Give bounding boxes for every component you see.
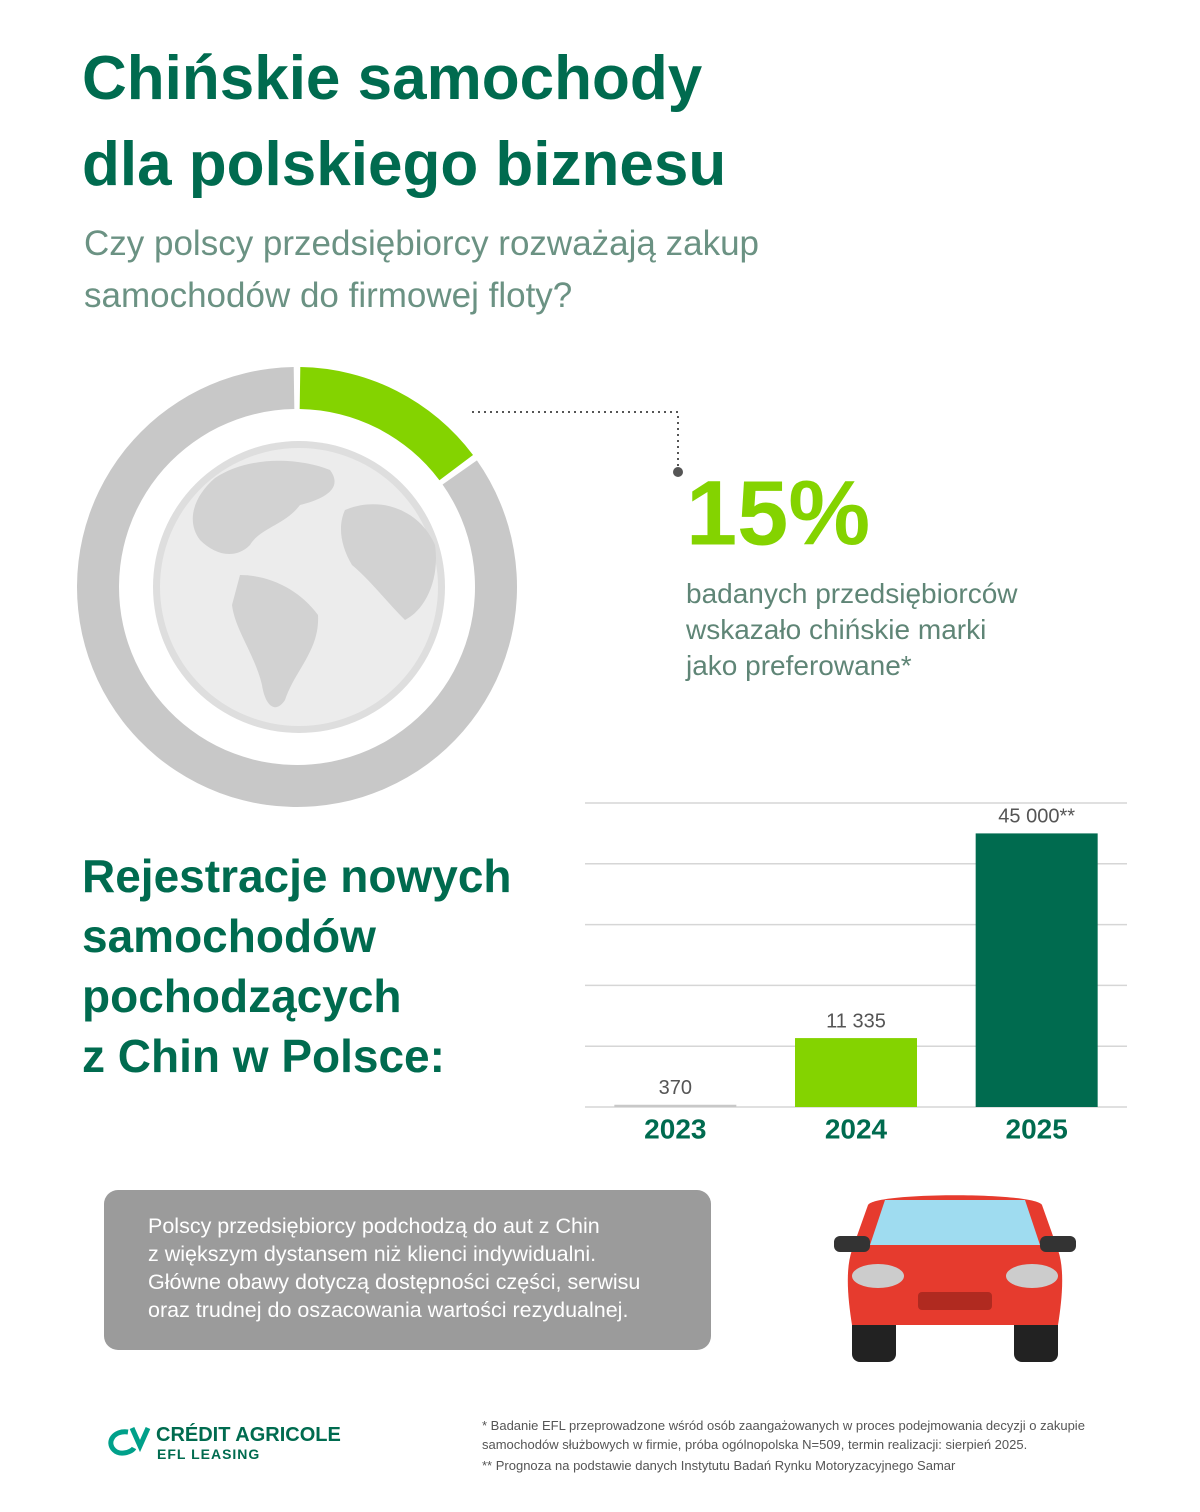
leader-line	[472, 411, 679, 470]
logo-mark	[108, 1426, 151, 1456]
footnote: * Badanie EFL przeprowadzone wśród osób …	[482, 1418, 1085, 1452]
title: Chińskie samochody dla polskiego biznesu	[82, 44, 727, 199]
footnote: ** Prognoza na podstawie danych Instytut…	[482, 1458, 956, 1473]
globe	[153, 441, 445, 733]
x-tick-label: 2025	[1006, 1113, 1068, 1144]
grille	[918, 1292, 992, 1310]
donut-annotation: badanych przedsiębiorców wskazało chińsk…	[686, 578, 1018, 681]
continent	[340, 504, 436, 620]
donut-segment	[299, 367, 474, 481]
headlight	[1006, 1264, 1058, 1288]
car	[834, 1195, 1076, 1362]
bar-chart-title: Rejestracje nowych samochodów pochodzący…	[82, 850, 512, 1082]
value-label: 370	[659, 1077, 692, 1099]
logo-sub: EFL LEASING	[157, 1446, 261, 1462]
bar	[975, 833, 1098, 1107]
mirror	[834, 1236, 870, 1252]
value-label: 45 000**	[998, 806, 1075, 828]
continent	[232, 575, 319, 708]
windshield	[870, 1200, 1040, 1245]
note-box	[104, 1190, 711, 1350]
leader-dot	[673, 467, 683, 477]
value-label: 11 335	[826, 1010, 886, 1032]
x-tick-label: 2024	[825, 1113, 888, 1144]
continent	[192, 460, 335, 555]
x-tick-label: 2023	[644, 1113, 706, 1144]
note-text: Polscy przedsiębiorcy podchodzą do aut z…	[148, 1214, 641, 1322]
logo-name: CRÉDIT AGRICOLE	[156, 1424, 341, 1446]
headlight	[852, 1264, 904, 1288]
bar	[614, 1104, 737, 1107]
bar	[795, 1038, 917, 1107]
value-label: 15%	[686, 462, 870, 564]
mirror	[1040, 1236, 1076, 1252]
subtitle: Czy polscy przedsiębiorcy rozważają zaku…	[84, 224, 759, 315]
